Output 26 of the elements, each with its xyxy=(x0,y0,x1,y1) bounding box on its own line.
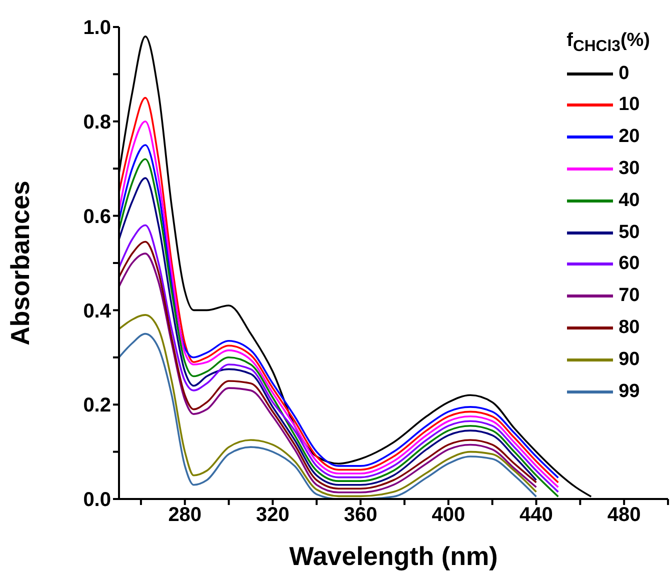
legend-label: 50 xyxy=(618,222,640,244)
y-tick-label: 0.0 xyxy=(83,489,111,512)
x-tick-label: 480 xyxy=(607,504,641,526)
y-axis-title: Absorbances xyxy=(5,180,36,346)
legend-label: 10 xyxy=(618,94,640,116)
y-tick-label: 0.4 xyxy=(83,300,112,322)
x-tick-label: 320 xyxy=(256,504,290,526)
legend-label: 99 xyxy=(618,380,640,403)
legend-label: 80 xyxy=(618,317,640,340)
y-tick-label: 0.8 xyxy=(83,112,111,134)
y-tick-label: 1.0 xyxy=(83,17,111,40)
legend-label: 90 xyxy=(618,348,640,371)
y-tick-label: 0.6 xyxy=(83,206,111,228)
legend-title: f$_{CHCl3}$(%) xyxy=(566,30,650,56)
x-axis-title: Wavelength (nm) xyxy=(289,541,498,571)
x-tick-label: 400 xyxy=(432,504,466,526)
legend-label: 60 xyxy=(618,253,640,276)
legend-label: 30 xyxy=(618,158,640,180)
legend-label: 20 xyxy=(618,126,640,148)
legend-label: 70 xyxy=(618,285,640,308)
legend-label: 40 xyxy=(618,190,640,212)
legend-label: 0 xyxy=(618,62,630,85)
x-tick-label: 440 xyxy=(520,504,553,526)
y-tick-label: 0.2 xyxy=(83,394,111,417)
x-tick-label: 360 xyxy=(344,504,378,526)
x-tick-label: 280 xyxy=(168,504,202,526)
